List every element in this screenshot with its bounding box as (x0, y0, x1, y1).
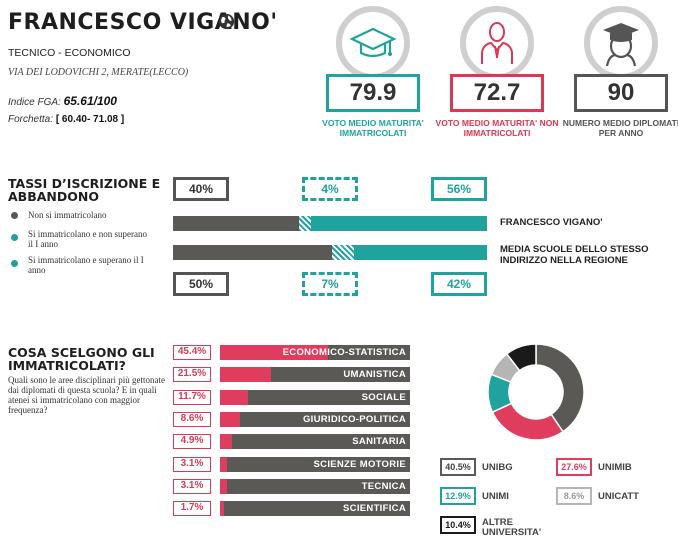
school-pct-not-enrolled: 40% (173, 177, 229, 201)
uni-name: UNIMIB (598, 462, 632, 473)
stat-graduates-per-year: 90 NUMERO MEDIO DIPLOMATI PER ANNO (563, 6, 678, 138)
legend-item: Non si immatricolano (28, 210, 107, 220)
graduation-cap-icon (349, 27, 397, 58)
choice-label: SANITARIA (352, 436, 406, 448)
uni-name: ALTRE UNIVERSITA' (482, 517, 542, 538)
choice-label: ECONOMICO-STATISTICA (282, 347, 406, 358)
bar-segment-not-enrolled (173, 245, 332, 260)
uni-name: UNICATT (598, 491, 639, 502)
stat-caption: VOTO MEDIO MATURITA' IMMATRICOLATI (322, 118, 424, 138)
universities-legend: 40.5% UNIBG 27.6% UNIMIB 12.9% UNIMI 8.6… (440, 458, 670, 540)
bar-segment-dropout (298, 216, 312, 231)
choice-pct: 21.5% (173, 367, 211, 383)
choice-bar-fill (220, 501, 225, 517)
choice-bar: SANITARIA (220, 434, 410, 450)
choice-pct: 3.1% (173, 456, 211, 472)
legend-dot (11, 260, 18, 267)
choice-pct: 4.9% (173, 434, 211, 450)
bar-segment-enrolled (353, 245, 487, 260)
stat-caption: NUMERO MEDIO DIPLOMATI PER ANNO (562, 118, 678, 138)
legend-item: Si immatricolano e superano il I anno (28, 255, 144, 275)
choice-pct: 8.6% (173, 411, 211, 427)
uni-pct: 10.4% (440, 516, 476, 534)
region-bar-label: MEDIA SCUOLE DELLO STESSO INDIRIZZO NELL… (500, 244, 649, 266)
choice-bar: SCIENTIFICA (220, 501, 410, 517)
legend-dot (11, 234, 18, 241)
choice-bar-fill (220, 367, 272, 383)
choice-pct: 1.7% (173, 501, 211, 517)
school-pct-enrolled: 56% (431, 177, 487, 201)
donut-slice-unibg (535, 343, 585, 433)
choice-bar-fill (220, 411, 241, 427)
choice-pct: 45.4% (173, 345, 211, 360)
choice-bar-fill (220, 345, 328, 360)
region-pct-enrolled: 42% (431, 272, 487, 296)
school-address: VIA DEI LODOVICHI 2, MERATE(LECCO) (8, 67, 189, 78)
uni-pct: 12.9% (440, 487, 476, 505)
choice-label: GIURIDICO-POLITICA (302, 413, 406, 425)
choice-bar-fill (220, 478, 228, 494)
uni-name: UNIMI (482, 491, 509, 502)
stat-value: 90 (574, 74, 668, 112)
uni-pct: 27.6% (556, 458, 592, 476)
legend-dot (11, 212, 18, 219)
stat-grade-enrolled: 79.9 VOTO MEDIO MATURITA' IMMATRICOLATI (318, 6, 428, 138)
uni-pct: 40.5% (440, 458, 476, 476)
choice-bar: SCIENZE MOTORIE (220, 456, 410, 472)
choice-bar-fill (220, 389, 248, 405)
school-type: TECNICO - ECONOMICO (8, 47, 131, 59)
uni-pct: 8.6% (556, 487, 592, 505)
bar-segment-not-enrolled (173, 216, 299, 231)
choice-pct: 11.7% (173, 389, 211, 405)
fga-range: Forchetta: [ 60.40- 71.08 ] (8, 114, 125, 125)
donut-slice-altre-universita (505, 343, 537, 372)
stat-value: 72.7 (450, 74, 544, 112)
person-icon (481, 22, 513, 64)
stat-caption: VOTO MEDIO MATURITA' NON IMMATRICOLATI (435, 118, 559, 138)
universities-donut (487, 343, 585, 441)
choice-label: TECNICA (361, 480, 406, 492)
region-bar (173, 245, 487, 260)
graduate-icon (603, 23, 639, 67)
choice-pct: 3.1% (173, 478, 211, 494)
school-name: FRANCESCO VIGANO' (8, 10, 278, 35)
legend-item: Si immatricolano e non superano il I ann… (28, 229, 147, 249)
enrollment-title: TASSI D’ISCRIZIONE E ABBANDONO (8, 176, 161, 204)
choice-label: SOCIALE (361, 391, 406, 403)
choice-bar-fill (220, 434, 232, 450)
choice-bar: TECNICA (220, 478, 410, 494)
globe-icon[interactable] (218, 13, 235, 30)
donut-slice-unimib (491, 402, 565, 441)
uni-name: UNIBG (482, 462, 513, 473)
choice-bar-fill (220, 456, 228, 472)
school-bar-label: FRANCESCO VIGANO' (500, 217, 603, 228)
choices-question: Quali sono le aree disciplinari più gett… (8, 375, 165, 415)
fga-index: Indice FGA: 65.61/100 (8, 94, 117, 108)
school-pct-dropout: 4% (302, 177, 358, 201)
choice-bar: GIURIDICO-POLITICA (220, 411, 410, 427)
bar-segment-enrolled (311, 216, 487, 231)
school-bar (173, 216, 487, 231)
choice-bar: ECONOMICO-STATISTICA (220, 345, 410, 360)
choice-label: UMANISTICA (343, 369, 406, 381)
choices-list: 45.4% ECONOMICO-STATISTICA 21.5% UMANISTICA… (173, 345, 413, 525)
choice-bar: SOCIALE (220, 389, 410, 405)
choice-bar: UMANISTICA (220, 367, 410, 383)
choice-label: SCIENZE MOTORIE (313, 458, 406, 470)
stat-grade-not-enrolled: 72.7 VOTO MEDIO MATURITA' NON IMMATRICOL… (436, 6, 558, 138)
stat-value: 79.9 (326, 74, 420, 112)
choice-label: SCIENTIFICA (343, 503, 406, 515)
bar-segment-dropout (331, 245, 354, 260)
region-pct-not-enrolled: 50% (173, 272, 229, 296)
choices-title: COSA SCELGONO GLI IMMATRICOLATI? (8, 345, 155, 373)
region-pct-dropout: 7% (302, 272, 358, 296)
